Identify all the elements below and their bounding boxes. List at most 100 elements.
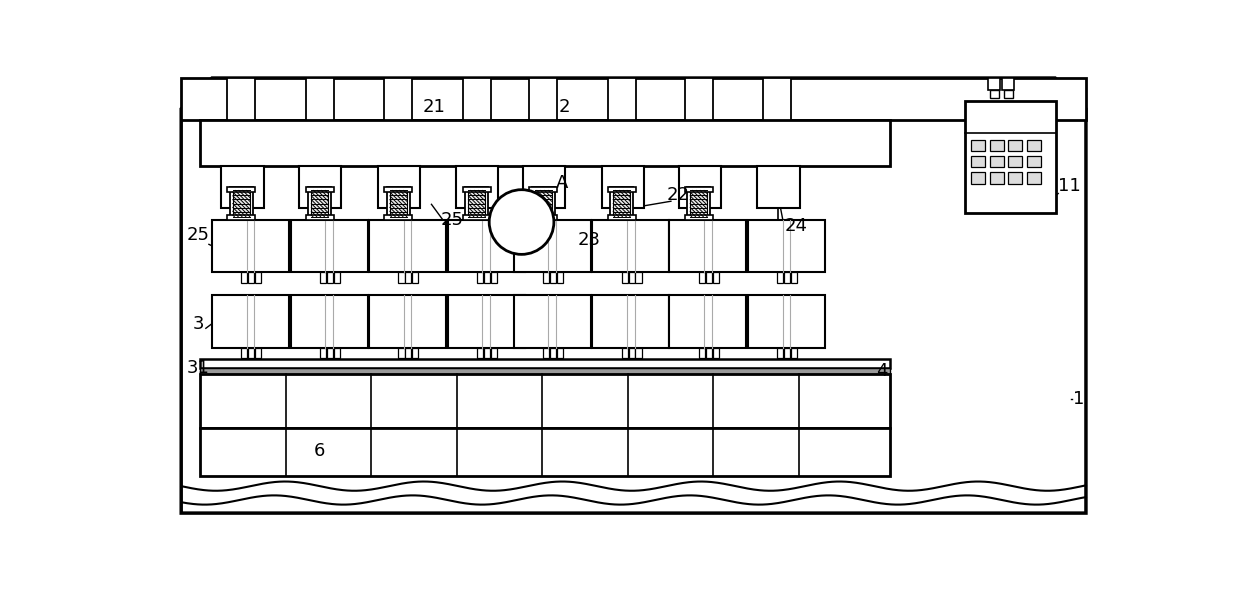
- Bar: [227, 215, 255, 220]
- Bar: [491, 347, 497, 358]
- Bar: [532, 187, 554, 220]
- Bar: [1002, 78, 1014, 90]
- Bar: [784, 347, 790, 358]
- Bar: [557, 272, 563, 283]
- Bar: [255, 347, 262, 358]
- Bar: [971, 140, 985, 151]
- Bar: [608, 187, 635, 192]
- Bar: [334, 347, 340, 358]
- Bar: [593, 295, 670, 347]
- Bar: [557, 347, 563, 358]
- Bar: [990, 156, 1003, 167]
- Bar: [227, 187, 255, 192]
- Bar: [398, 272, 404, 283]
- Bar: [227, 78, 255, 120]
- Bar: [456, 166, 498, 208]
- Bar: [698, 272, 704, 283]
- Bar: [990, 90, 999, 98]
- Bar: [543, 347, 549, 358]
- Bar: [465, 187, 489, 220]
- Bar: [306, 78, 334, 120]
- Text: 31: 31: [187, 359, 210, 377]
- Bar: [290, 295, 367, 347]
- Bar: [229, 187, 253, 220]
- Bar: [758, 166, 800, 208]
- Bar: [412, 272, 418, 283]
- Bar: [706, 272, 712, 283]
- Bar: [463, 187, 491, 192]
- Bar: [477, 272, 484, 283]
- Bar: [670, 295, 746, 347]
- Bar: [513, 295, 590, 347]
- Bar: [384, 215, 412, 220]
- Bar: [971, 172, 985, 183]
- Bar: [988, 78, 1001, 90]
- Bar: [629, 347, 635, 358]
- Circle shape: [490, 190, 554, 255]
- Bar: [212, 295, 289, 347]
- Bar: [621, 272, 627, 283]
- Text: 23: 23: [578, 231, 601, 249]
- Text: 2: 2: [559, 98, 570, 116]
- Bar: [221, 166, 264, 208]
- Bar: [610, 187, 634, 220]
- Bar: [309, 187, 331, 220]
- Bar: [248, 272, 254, 283]
- Bar: [534, 190, 552, 217]
- Bar: [621, 347, 627, 358]
- Text: 21: 21: [423, 98, 445, 116]
- Bar: [477, 347, 484, 358]
- Bar: [387, 187, 410, 220]
- Bar: [463, 215, 491, 220]
- Bar: [523, 166, 565, 208]
- Bar: [613, 190, 630, 217]
- Bar: [784, 272, 790, 283]
- Bar: [233, 190, 249, 217]
- Bar: [370, 295, 446, 347]
- Bar: [320, 347, 326, 358]
- Bar: [412, 347, 418, 358]
- Bar: [398, 347, 404, 358]
- Bar: [684, 78, 713, 120]
- Bar: [377, 166, 420, 208]
- Bar: [1008, 156, 1022, 167]
- Bar: [764, 78, 791, 120]
- Bar: [1027, 156, 1040, 167]
- Bar: [684, 215, 713, 220]
- Bar: [484, 347, 490, 358]
- Bar: [513, 220, 590, 272]
- Bar: [990, 172, 1003, 183]
- Bar: [1003, 90, 1013, 98]
- Bar: [748, 295, 825, 347]
- Bar: [635, 347, 641, 358]
- Bar: [713, 272, 719, 283]
- Bar: [687, 187, 711, 220]
- Bar: [791, 272, 797, 283]
- Bar: [608, 78, 635, 120]
- Bar: [405, 347, 412, 358]
- Bar: [990, 140, 1003, 151]
- Bar: [306, 215, 334, 220]
- Bar: [306, 187, 334, 192]
- Text: A: A: [557, 174, 568, 192]
- Bar: [201, 359, 889, 368]
- Bar: [491, 272, 497, 283]
- Polygon shape: [181, 78, 1086, 513]
- Bar: [201, 368, 889, 374]
- Bar: [670, 220, 746, 272]
- Bar: [684, 187, 713, 192]
- Bar: [691, 190, 707, 217]
- Bar: [201, 374, 889, 428]
- Bar: [1008, 172, 1022, 183]
- Bar: [326, 347, 332, 358]
- Bar: [1027, 172, 1040, 183]
- Bar: [706, 347, 712, 358]
- Bar: [698, 347, 704, 358]
- Bar: [593, 220, 670, 272]
- Bar: [484, 272, 490, 283]
- Bar: [777, 272, 784, 283]
- Bar: [791, 347, 797, 358]
- Bar: [320, 272, 326, 283]
- Text: 25: 25: [440, 211, 464, 229]
- Bar: [448, 220, 525, 272]
